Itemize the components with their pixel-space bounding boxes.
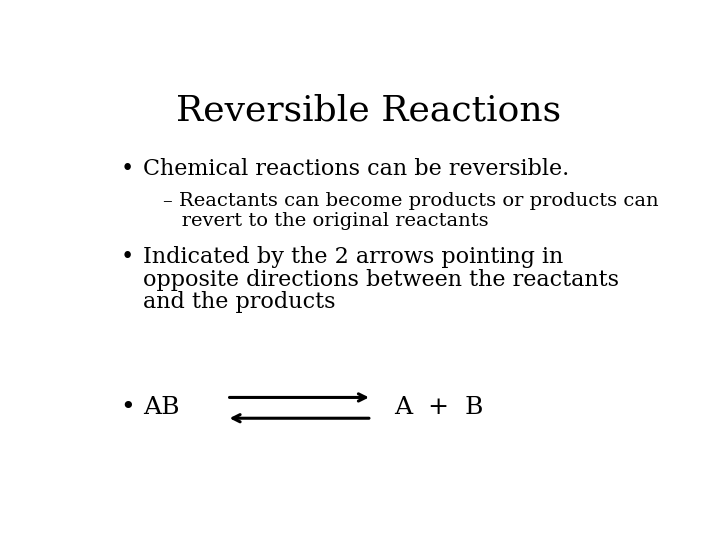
Text: •: • — [121, 396, 135, 420]
Text: Indicated by the 2 arrows pointing in: Indicated by the 2 arrows pointing in — [143, 246, 563, 268]
Text: revert to the original reactants: revert to the original reactants — [163, 212, 488, 231]
Text: A  +  B: A + B — [394, 396, 484, 420]
Text: •: • — [121, 246, 134, 268]
Text: Chemical reactions can be reversible.: Chemical reactions can be reversible. — [143, 158, 570, 180]
Text: opposite directions between the reactants: opposite directions between the reactant… — [143, 268, 619, 291]
Text: and the products: and the products — [143, 292, 336, 313]
Text: AB: AB — [143, 396, 179, 420]
Text: Reversible Reactions: Reversible Reactions — [176, 94, 562, 128]
Text: •: • — [121, 158, 134, 180]
Text: – Reactants can become products or products can: – Reactants can become products or produ… — [163, 192, 658, 210]
